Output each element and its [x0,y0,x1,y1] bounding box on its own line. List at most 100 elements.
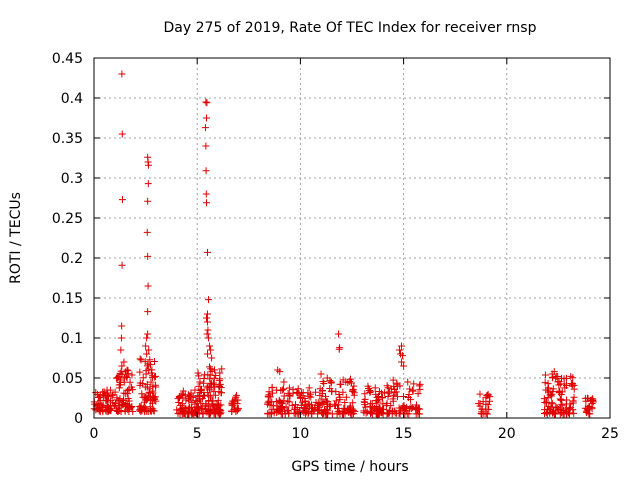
data-point [92,406,100,414]
data-point [311,405,319,413]
data-point [289,386,297,394]
data-point [568,382,576,390]
data-point [480,409,488,417]
data-point [205,334,213,342]
data-point [195,392,203,400]
data-point [280,385,288,393]
data-point [210,388,218,396]
data-point [416,380,424,388]
data-point [379,400,387,408]
data-point [122,373,130,381]
data-point [175,398,183,406]
data-point [202,142,210,150]
grid-lines [94,58,610,418]
data-point [125,397,133,405]
data-point [341,399,349,407]
data-point [204,310,212,318]
data-point [556,406,564,414]
data-point [145,388,153,396]
data-point [216,369,224,377]
data-point [399,352,407,360]
data-point [556,395,564,403]
data-point [304,389,312,397]
y-tick-label: 0.2 [61,251,83,267]
y-tick-labels: 0 0.05 0.1 0.15 0.2 0.25 0.3 0.35 0.4 0.45 [52,51,83,427]
data-point [136,368,144,376]
data-point [405,391,413,399]
data-point [541,379,549,387]
data-point [319,377,327,385]
data-point [142,342,150,350]
data-point [206,393,214,401]
data-point [104,389,112,397]
data-point [375,404,383,412]
data-point [200,379,208,387]
data-point [203,330,211,338]
data-point [395,346,403,354]
data-point [211,391,219,399]
data-point [142,370,150,378]
data-point [192,397,200,405]
data-point [335,391,343,399]
data-point [215,383,223,391]
data-point [340,404,348,412]
data-point [264,400,272,408]
data-point [560,380,568,388]
data-point [143,228,151,236]
data-point [548,370,556,378]
data-point [347,410,355,418]
data-point [294,385,302,393]
data-point [301,397,309,405]
data-point [144,161,152,169]
data-point [186,403,194,411]
data-point [482,400,490,408]
data-point [137,356,145,364]
data-point [95,407,103,415]
x-tick-labels: 0 5 10 15 20 25 [90,426,619,442]
data-point [118,322,126,330]
data-point [207,346,215,354]
data-point [140,407,148,415]
data-point [123,366,131,374]
data-point [230,397,238,405]
data-point [201,124,209,132]
data-point [285,384,293,392]
y-tick-label: 0.05 [52,371,83,387]
data-point [144,330,152,338]
data-point [145,346,153,354]
data-point [414,390,422,398]
data-point [400,393,408,401]
data-point [268,405,276,413]
data-point [212,371,220,379]
data-point [476,390,484,398]
data-point [389,397,397,405]
data-point [549,385,557,393]
data-point [339,388,347,396]
data-point [204,248,212,256]
data-point [569,399,577,407]
data-point [194,369,202,377]
data-point [112,402,120,410]
data-point [233,391,241,399]
data-point [231,404,239,412]
data-point [567,372,575,380]
data-point [285,391,293,399]
data-point [588,396,596,404]
data-point [542,399,550,407]
data-point [144,407,152,415]
data-point [218,365,226,373]
data-point [195,410,203,418]
data-point [96,408,104,416]
data-point [118,400,126,408]
data-point [400,362,408,370]
data-point [333,404,341,412]
data-point [266,410,274,418]
x-tick-label: 15 [395,426,413,442]
data-point [278,404,286,412]
data-point [136,404,144,412]
data-point [179,409,187,417]
data-point [415,382,423,390]
data-point [232,408,240,416]
data-point [542,409,550,417]
data-point [204,318,212,326]
